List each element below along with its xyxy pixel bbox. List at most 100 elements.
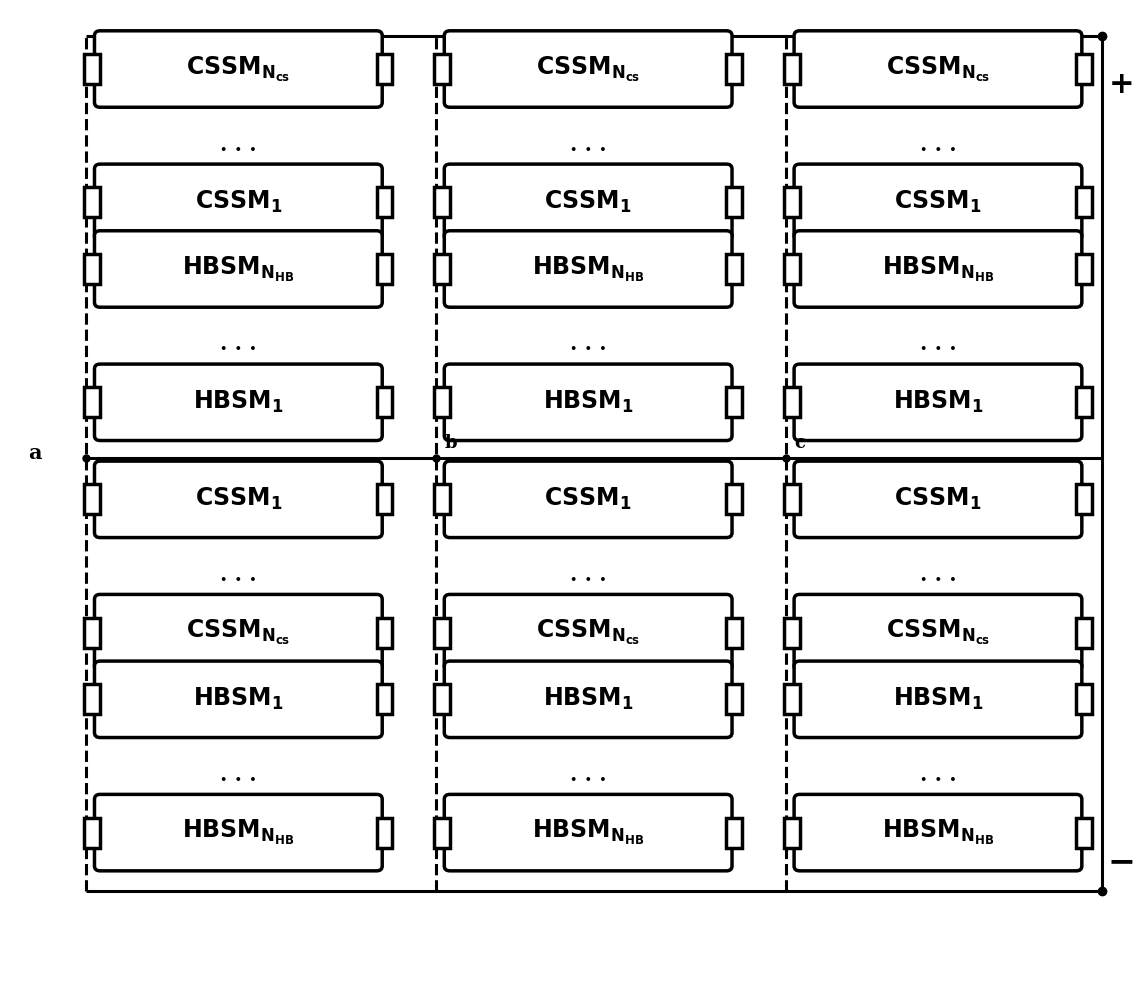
Bar [434,818,450,847]
Text: c: c [795,434,805,452]
Text: $\bf{HBSM}_{1}$: $\bf{HBSM}_{1}$ [893,686,983,713]
Bar [84,684,100,715]
FancyBboxPatch shape [95,595,383,670]
Text: . . .: . . . [220,334,256,355]
Text: . . .: . . . [570,565,606,585]
FancyBboxPatch shape [444,595,732,670]
Bar [84,617,100,648]
Bar [84,254,100,284]
Bar [377,254,392,284]
Bar [1076,818,1092,847]
Bar [727,617,743,648]
FancyBboxPatch shape [95,794,383,871]
Bar [727,254,743,284]
FancyBboxPatch shape [95,461,383,538]
Bar [1076,254,1092,284]
Bar [84,54,100,84]
Text: . . .: . . . [220,135,256,154]
Bar [434,485,450,514]
Bar [84,818,100,847]
Text: $\bf{HBSM}_{N_{HB}}$: $\bf{HBSM}_{N_{HB}}$ [182,255,295,283]
Bar [727,54,743,84]
Text: −: − [1108,845,1136,879]
Text: $\bf{CSSM}_{1}$: $\bf{CSSM}_{1}$ [195,487,282,512]
Bar [784,684,800,715]
Text: $\bf{HBSM}_{N_{HB}}$: $\bf{HBSM}_{N_{HB}}$ [532,255,645,283]
FancyBboxPatch shape [95,231,383,308]
Text: . . .: . . . [919,765,957,784]
Text: $\bf{HBSM}_{1}$: $\bf{HBSM}_{1}$ [192,389,284,416]
FancyBboxPatch shape [794,364,1082,440]
Bar [434,254,450,284]
Text: . . .: . . . [919,334,957,355]
FancyBboxPatch shape [794,164,1082,241]
Text: $\bf{HBSM}_{1}$: $\bf{HBSM}_{1}$ [543,389,633,416]
Bar [1076,387,1092,418]
Bar [434,188,450,217]
Bar [1076,617,1092,648]
Text: $\bf{HBSM}_{1}$: $\bf{HBSM}_{1}$ [893,389,983,416]
Text: $\bf{CSSM}_{N_{cs}}$: $\bf{CSSM}_{N_{cs}}$ [186,54,290,84]
Bar [377,818,392,847]
Bar [84,387,100,418]
Bar [1076,188,1092,217]
Text: . . .: . . . [570,334,606,355]
Bar [1076,684,1092,715]
FancyBboxPatch shape [794,794,1082,871]
Text: $\bf{HBSM}_{N_{HB}}$: $\bf{HBSM}_{N_{HB}}$ [532,818,645,847]
Bar [784,818,800,847]
FancyBboxPatch shape [794,595,1082,670]
Bar [784,188,800,217]
Bar [434,684,450,715]
Text: $\bf{CSSM}_{N_{cs}}$: $\bf{CSSM}_{N_{cs}}$ [886,54,990,84]
Bar [727,188,743,217]
Text: b: b [445,434,458,452]
Bar [727,684,743,715]
Bar [84,485,100,514]
Bar [727,818,743,847]
Bar [377,684,392,715]
FancyBboxPatch shape [794,30,1082,107]
Bar [377,54,392,84]
FancyBboxPatch shape [95,662,383,737]
FancyBboxPatch shape [444,364,732,440]
Bar [377,485,392,514]
Bar [784,617,800,648]
FancyBboxPatch shape [444,461,732,538]
Text: $\bf{HBSM}_{N_{HB}}$: $\bf{HBSM}_{N_{HB}}$ [882,255,994,283]
FancyBboxPatch shape [794,461,1082,538]
Bar [377,617,392,648]
FancyBboxPatch shape [444,164,732,241]
Text: $\bf{CSSM}_{N_{cs}}$: $\bf{CSSM}_{N_{cs}}$ [886,618,990,647]
Bar [784,485,800,514]
Text: $\bf{CSSM}_{1}$: $\bf{CSSM}_{1}$ [544,190,632,215]
Text: . . .: . . . [220,565,256,585]
FancyBboxPatch shape [95,30,383,107]
Text: . . .: . . . [570,765,606,784]
Text: a: a [28,443,42,463]
Text: . . .: . . . [570,135,606,154]
Bar [784,387,800,418]
Text: $\bf{HBSM}_{N_{HB}}$: $\bf{HBSM}_{N_{HB}}$ [882,818,994,847]
FancyBboxPatch shape [95,364,383,440]
Bar [377,188,392,217]
FancyBboxPatch shape [444,662,732,737]
Text: $\bf{CSSM}_{N_{cs}}$: $\bf{CSSM}_{N_{cs}}$ [536,618,640,647]
Text: $\bf{HBSM}_{1}$: $\bf{HBSM}_{1}$ [192,686,284,713]
FancyBboxPatch shape [95,164,383,241]
Bar [1076,54,1092,84]
Bar [434,387,450,418]
Text: $\bf{HBSM}_{N_{HB}}$: $\bf{HBSM}_{N_{HB}}$ [182,818,295,847]
Text: $\bf{HBSM}_{1}$: $\bf{HBSM}_{1}$ [543,686,633,713]
Bar [434,54,450,84]
FancyBboxPatch shape [794,231,1082,308]
Bar [784,54,800,84]
Text: +: + [1109,70,1134,99]
FancyBboxPatch shape [444,794,732,871]
FancyBboxPatch shape [794,662,1082,737]
Text: . . .: . . . [919,135,957,154]
Text: $\bf{CSSM}_{N_{cs}}$: $\bf{CSSM}_{N_{cs}}$ [536,54,640,84]
Bar [84,188,100,217]
Text: $\bf{CSSM}_{1}$: $\bf{CSSM}_{1}$ [894,487,982,512]
Text: . . .: . . . [220,765,256,784]
